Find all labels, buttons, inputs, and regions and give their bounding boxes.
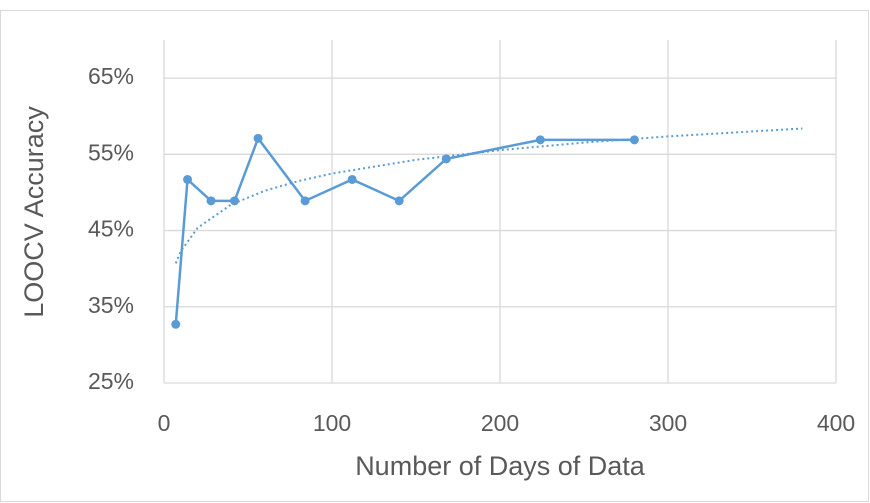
data-point [535, 135, 545, 145]
data-point [171, 319, 181, 329]
x-tick-label: 0 [158, 410, 171, 436]
data-point [394, 196, 404, 206]
trendline [174, 127, 803, 264]
chart-frame [0, 10, 869, 502]
data-point [206, 196, 216, 206]
data-point [253, 133, 263, 143]
x-tick-label: 200 [481, 410, 519, 436]
data-point [629, 135, 639, 145]
data-point [230, 196, 240, 206]
x-axis-title: Number of Days of Data [355, 451, 646, 481]
x-tick-label: 300 [649, 410, 687, 436]
y-axis-title: LOOCV Accuracy [19, 106, 49, 318]
data-point [347, 174, 357, 184]
data-point [441, 154, 451, 164]
x-tick-label: 100 [313, 410, 351, 436]
y-tick-label: 65% [88, 63, 134, 89]
data-point [300, 196, 310, 206]
y-tick-label: 25% [88, 368, 134, 394]
data-point [183, 174, 193, 184]
x-tick-label: 400 [817, 410, 855, 436]
y-tick-label: 45% [88, 216, 134, 242]
y-tick-label: 35% [88, 292, 134, 318]
y-tick-label: 55% [88, 139, 134, 165]
